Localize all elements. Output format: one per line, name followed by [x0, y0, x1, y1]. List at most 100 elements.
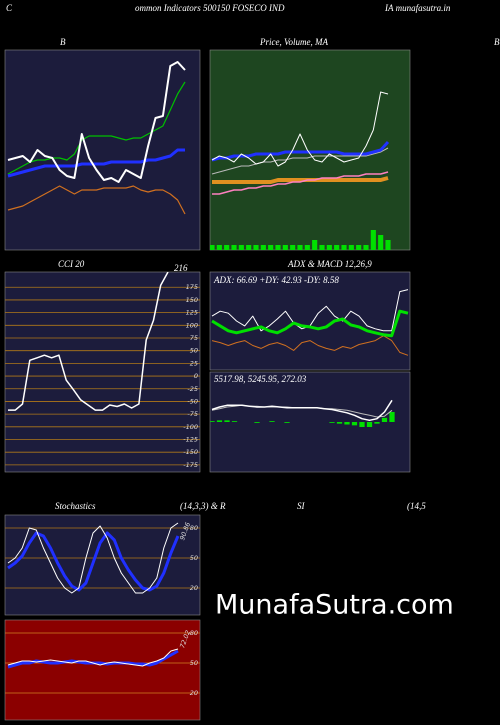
bar: [238, 245, 244, 250]
y-tick-label: 20: [190, 584, 198, 592]
panel-plot: [5, 272, 200, 466]
bar: [374, 422, 380, 424]
series-line: [211, 91, 389, 167]
bar: [224, 420, 230, 422]
series-line: [7, 61, 186, 183]
bar: [326, 245, 332, 250]
bar: [344, 422, 350, 425]
series-line: [7, 648, 179, 667]
bar: [260, 245, 266, 250]
series-line: [211, 335, 409, 356]
bar: [359, 422, 365, 427]
bar: [269, 421, 275, 422]
panel-title: CCI 20: [58, 259, 85, 269]
bar: [231, 245, 237, 250]
y-tick-label: 20: [190, 689, 198, 697]
bar: [351, 422, 358, 426]
bar: [348, 245, 354, 250]
y-tick-label: -175: [183, 461, 198, 469]
header-title: ommon Indicators 500150 FOSECO IND: [135, 3, 285, 13]
header-left: C: [6, 3, 13, 13]
panel-title: ADX & MACD 12,26,9: [287, 259, 372, 269]
series-line: [7, 148, 185, 178]
y-tick-label: 80: [190, 629, 198, 637]
y-tick-label: 150: [186, 296, 198, 304]
bar: [363, 245, 369, 250]
series-line: [211, 147, 389, 175]
panel-background: [4, 49, 201, 251]
panel-plot: [210, 399, 395, 427]
panel-plot: [211, 289, 409, 356]
bar: [378, 235, 384, 250]
series-line: [211, 399, 393, 422]
bar: [312, 240, 318, 250]
panel-background: [209, 271, 411, 371]
panel-plot: [7, 61, 186, 215]
series-line: [212, 171, 389, 195]
row-label: SI: [297, 501, 306, 511]
bar: [275, 245, 281, 250]
row-label: Stochastics: [55, 501, 96, 511]
bar: [210, 421, 215, 422]
y-tick-label: 50: [190, 347, 198, 355]
panel-title: 5517.98, 5245.95, 272.03: [214, 374, 307, 384]
header-site: IA munafasutra.in: [384, 3, 451, 13]
panel-plot: [5, 632, 200, 694]
bar: [304, 245, 310, 250]
y-tick-label: 0: [194, 372, 198, 380]
bar: [224, 245, 230, 250]
series-line: [8, 272, 169, 411]
bar: [268, 245, 274, 250]
bar: [341, 245, 347, 250]
bar: [336, 422, 343, 424]
series-line: [7, 531, 180, 592]
panel-background: [4, 271, 201, 473]
bar: [231, 421, 238, 422]
y-tick-label: -50: [187, 397, 198, 405]
panel-background: [4, 619, 201, 721]
bar: [210, 245, 215, 250]
bar: [381, 417, 388, 422]
panel-title: B: [60, 37, 66, 47]
y-tick-label: 175: [186, 283, 198, 291]
row-label: (14,5: [407, 501, 426, 511]
bar: [253, 245, 259, 250]
y-tick-label: 50: [190, 554, 198, 562]
y-tick-label: 80: [190, 524, 198, 532]
header-right-label: B: [494, 37, 500, 47]
annotation: 216: [174, 263, 188, 273]
panel-subtitle: ADX: 66.69 +DY: 42.93 -DY: 8.58: [213, 275, 339, 285]
y-tick-label: -125: [183, 436, 198, 444]
y-tick-label: 75: [190, 334, 198, 342]
y-tick-label: 50: [190, 659, 198, 667]
bar: [389, 412, 395, 422]
panel-plot: [5, 522, 200, 594]
bar: [329, 422, 335, 423]
series-line: [7, 81, 186, 175]
bar: [356, 245, 362, 250]
bar: [319, 245, 325, 250]
bar: [254, 422, 260, 423]
y-tick-label: 25: [190, 359, 198, 367]
bar: [290, 245, 296, 250]
bar: [370, 230, 376, 250]
row-label: (14,3,3) & R: [180, 501, 226, 511]
bar: [216, 420, 223, 422]
watermark: MunafaSutra.com: [215, 590, 454, 621]
bar: [282, 245, 288, 250]
series-line: [211, 140, 390, 162]
bar: [216, 245, 222, 250]
y-tick-label: -25: [187, 385, 198, 393]
series-line: [7, 522, 179, 594]
panel-plot: [210, 91, 391, 250]
y-tick-label: -150: [183, 448, 198, 456]
series-line: [7, 185, 186, 215]
series-line: [211, 309, 409, 338]
bar: [246, 245, 252, 250]
bar: [385, 240, 391, 250]
y-tick-label: 100: [186, 321, 198, 329]
bar: [366, 422, 373, 427]
panel-background: [209, 371, 411, 473]
bar: [334, 245, 340, 250]
